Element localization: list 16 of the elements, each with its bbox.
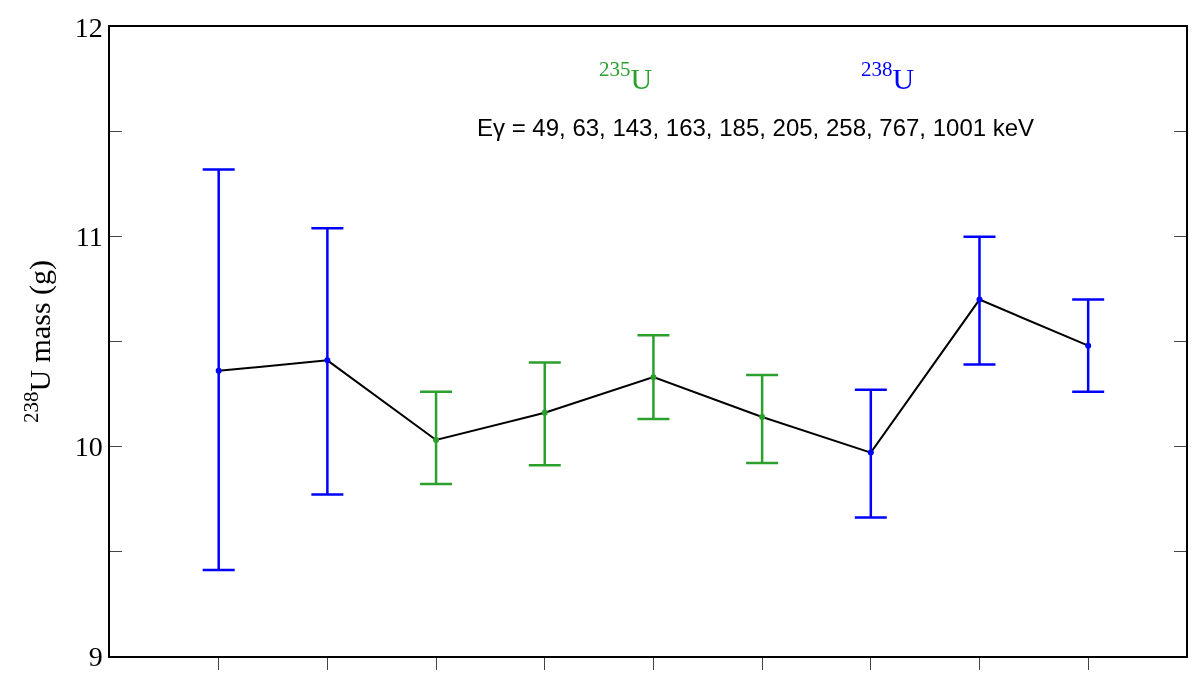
text: $^{235}$U xyxy=(599,57,653,95)
y-tick-label: 10 xyxy=(74,431,103,463)
point xyxy=(433,437,440,444)
y-tick-label: 9 xyxy=(88,640,103,672)
y-tick-label: 12 xyxy=(74,11,103,43)
point xyxy=(1085,342,1092,349)
point xyxy=(867,449,874,456)
point xyxy=(215,367,222,374)
text: $^{238}$U xyxy=(861,57,915,95)
y-tick-label: 11 xyxy=(75,221,103,253)
annotation: Eγ = 49, 63, 143, 163, 185, 205, 258, 767, 1001 keV xyxy=(477,114,1035,141)
point xyxy=(324,357,331,364)
point xyxy=(541,409,548,416)
point xyxy=(759,413,766,420)
point xyxy=(650,374,657,381)
point xyxy=(976,296,983,303)
